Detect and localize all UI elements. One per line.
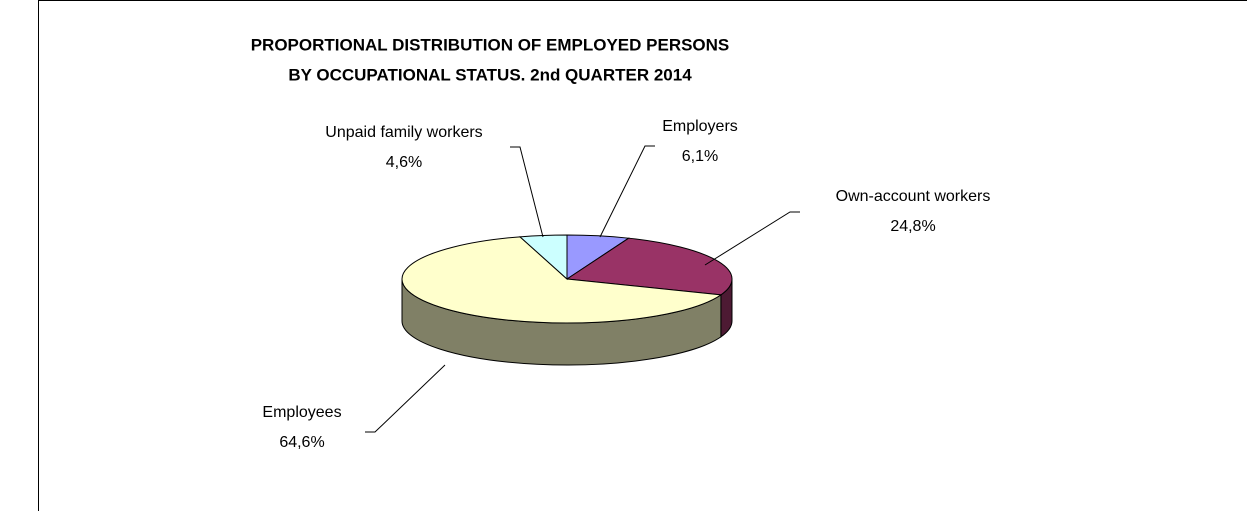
value-label: 24,8% xyxy=(890,218,935,235)
pie-slice xyxy=(401,236,723,324)
pie-slice xyxy=(518,234,568,281)
slice-label: Employers xyxy=(662,118,738,135)
value-label: 6,1% xyxy=(682,148,718,165)
value-label: 64,6% xyxy=(279,434,324,451)
leader-line xyxy=(599,145,655,238)
chart-title: BY OCCUPATIONAL STATUS. 2nd QUARTER 2014 xyxy=(288,65,692,84)
chart-title: PROPORTIONAL DISTRIBUTION OF EMPLOYED PE… xyxy=(251,35,730,54)
pie-slice xyxy=(565,237,733,296)
slice-label: Employees xyxy=(262,404,341,421)
slice-label: Own-account workers xyxy=(836,188,991,205)
leader-line xyxy=(704,211,800,266)
leader-line xyxy=(510,146,544,238)
leader-line xyxy=(365,364,446,433)
value-label: 4,6% xyxy=(386,154,422,171)
slice-label: Unpaid family workers xyxy=(325,124,482,141)
